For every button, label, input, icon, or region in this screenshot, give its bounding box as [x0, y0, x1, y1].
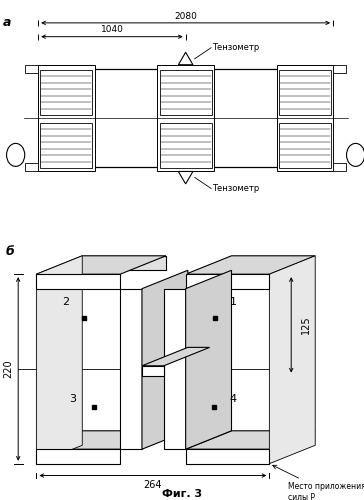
- Text: б: б: [5, 246, 14, 258]
- Text: 1040: 1040: [100, 26, 123, 35]
- Bar: [25, 65, 38, 74]
- Bar: [40, 70, 92, 116]
- Bar: [38, 65, 95, 171]
- Text: Тензометр: Тензометр: [212, 184, 260, 193]
- Polygon shape: [186, 256, 315, 274]
- Bar: [40, 122, 92, 168]
- Polygon shape: [36, 274, 120, 288]
- Polygon shape: [82, 256, 166, 270]
- Text: 2080: 2080: [174, 12, 197, 20]
- Polygon shape: [142, 348, 210, 366]
- Polygon shape: [186, 274, 269, 288]
- Polygon shape: [142, 270, 188, 449]
- Bar: [333, 162, 346, 171]
- Text: а: а: [3, 16, 11, 28]
- Text: 264: 264: [144, 480, 162, 490]
- Polygon shape: [36, 431, 166, 449]
- Text: Тензометр: Тензометр: [212, 43, 260, 52]
- Bar: [25, 162, 38, 171]
- Bar: [159, 70, 211, 116]
- Polygon shape: [36, 449, 120, 464]
- Text: Место приложения
силы P: Место приложения силы P: [273, 466, 364, 500]
- Text: 1: 1: [229, 297, 237, 307]
- Text: 3: 3: [69, 394, 76, 404]
- Bar: [277, 65, 333, 171]
- Polygon shape: [142, 366, 164, 376]
- Polygon shape: [120, 288, 142, 449]
- Bar: [158, 65, 214, 171]
- Text: 2: 2: [62, 297, 69, 307]
- Polygon shape: [36, 256, 166, 274]
- Bar: [279, 70, 331, 116]
- Bar: [159, 122, 211, 168]
- Polygon shape: [186, 270, 232, 449]
- Polygon shape: [269, 256, 315, 464]
- Polygon shape: [186, 431, 315, 449]
- Polygon shape: [164, 288, 186, 449]
- Polygon shape: [36, 256, 82, 464]
- Bar: [279, 122, 331, 168]
- Text: 220: 220: [3, 360, 13, 378]
- Polygon shape: [186, 449, 269, 464]
- Bar: [333, 65, 346, 74]
- Text: Фиг. 3: Фиг. 3: [162, 489, 202, 499]
- Text: 4: 4: [229, 394, 236, 404]
- Text: 125: 125: [301, 316, 311, 334]
